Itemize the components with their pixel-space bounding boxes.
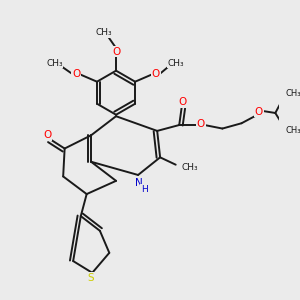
- Text: O: O: [152, 69, 160, 79]
- Text: O: O: [72, 69, 80, 79]
- Text: O: O: [178, 97, 186, 107]
- Text: CH₃: CH₃: [182, 163, 198, 172]
- Text: CH₃: CH₃: [46, 59, 63, 68]
- Text: O: O: [255, 106, 263, 116]
- Text: CH₃: CH₃: [96, 28, 112, 37]
- Text: CH₃: CH₃: [167, 59, 184, 68]
- Text: O: O: [43, 130, 51, 140]
- Text: N: N: [135, 178, 143, 188]
- Text: CH₃: CH₃: [286, 88, 300, 98]
- Text: H: H: [141, 184, 148, 194]
- Text: O: O: [112, 46, 120, 57]
- Text: CH₃: CH₃: [286, 125, 300, 134]
- Text: O: O: [197, 119, 205, 129]
- Text: S: S: [88, 272, 94, 283]
